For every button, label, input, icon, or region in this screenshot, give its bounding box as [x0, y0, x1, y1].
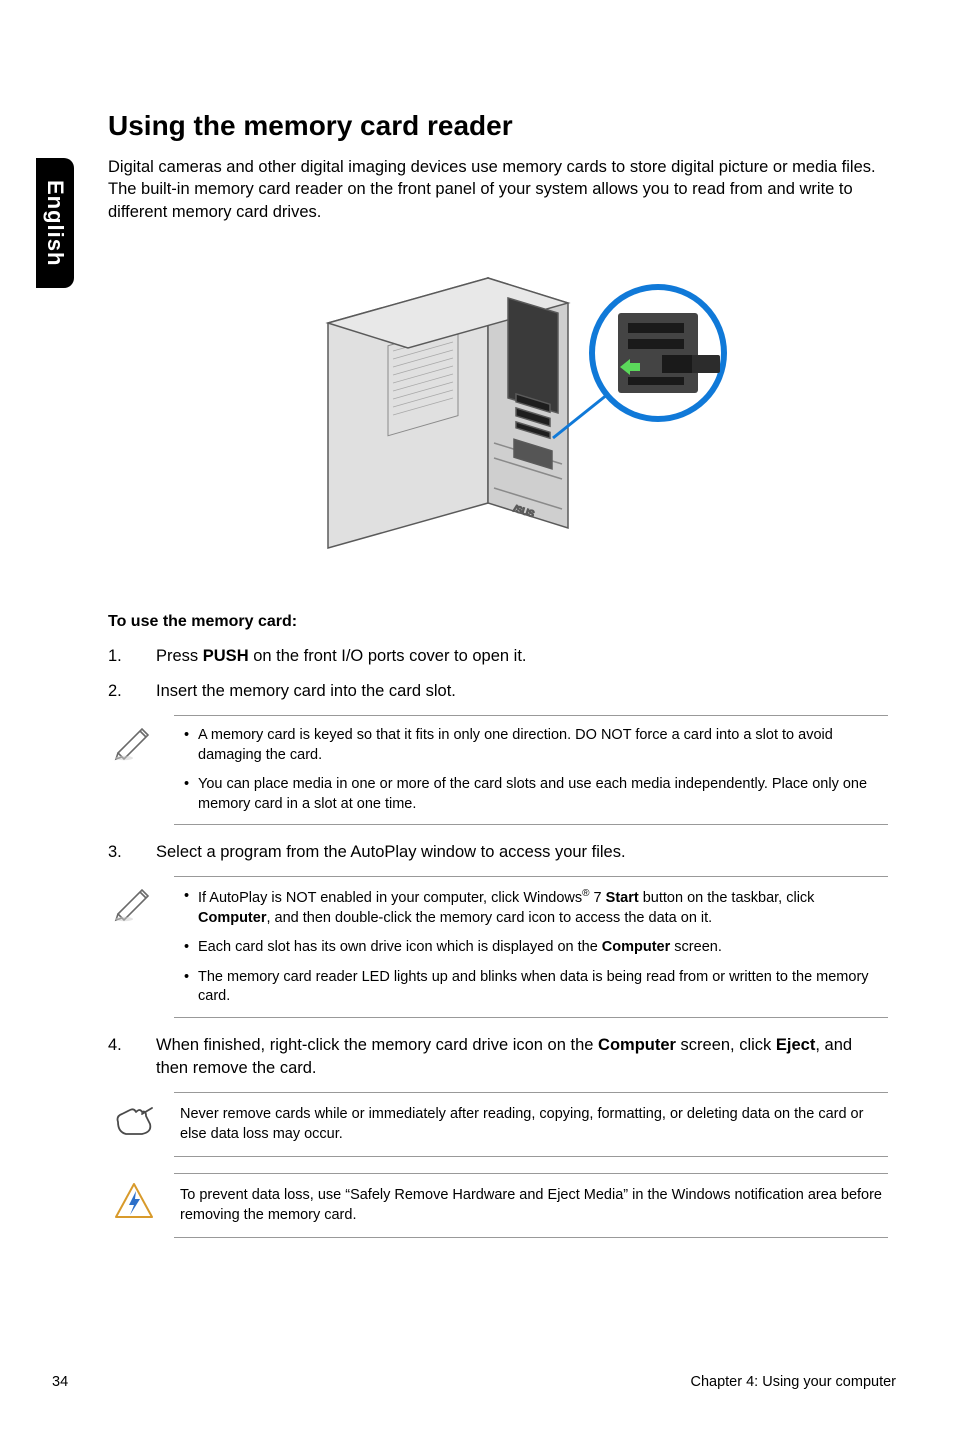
language-tab: English: [36, 158, 74, 288]
note-box: To prevent data loss, use “Safely Remove…: [174, 1173, 888, 1238]
step-text: When finished, right-click the memory ca…: [156, 1034, 888, 1080]
step-number: 4.: [108, 1034, 156, 1080]
note-text: Never remove cards while or immediately …: [180, 1106, 863, 1142]
product-figure: /SUS: [108, 243, 888, 563]
hand-icon: [108, 1092, 174, 1145]
step-list: 4. When finished, right-click the memory…: [108, 1034, 888, 1080]
page-heading: Using the memory card reader: [108, 110, 888, 142]
step-1: 1. Press PUSH on the front I/O ports cov…: [108, 645, 888, 668]
bolt-icon: [108, 1173, 174, 1228]
subheading: To use the memory card:: [108, 613, 888, 631]
note-item: A memory card is keyed so that it fits i…: [180, 726, 882, 765]
note-block-2: If AutoPlay is NOT enabled in your compu…: [108, 876, 888, 1018]
note-box: A memory card is keyed so that it fits i…: [174, 715, 888, 825]
main-content: Using the memory card reader Digital cam…: [108, 110, 888, 1254]
note-item: Each card slot has its own drive icon wh…: [180, 938, 882, 958]
step-list: 3. Select a program from the AutoPlay wi…: [108, 841, 888, 864]
step-text: Select a program from the AutoPlay windo…: [156, 841, 888, 864]
step-text: Insert the memory card into the card slo…: [156, 680, 888, 703]
note-block-4: To prevent data loss, use “Safely Remove…: [108, 1173, 888, 1238]
note-block-1: A memory card is keyed so that it fits i…: [108, 715, 888, 825]
page-number: 34: [52, 1374, 68, 1390]
step-text: Press PUSH on the front I/O ports cover …: [156, 645, 888, 668]
pencil-icon: [108, 876, 174, 929]
tower-illustration: /SUS: [258, 243, 738, 563]
step-2: 2. Insert the memory card into the card …: [108, 680, 888, 703]
step-list: 1. Press PUSH on the front I/O ports cov…: [108, 645, 888, 703]
note-box: Never remove cards while or immediately …: [174, 1092, 888, 1157]
step-number: 1.: [108, 645, 156, 668]
step-3: 3. Select a program from the AutoPlay wi…: [108, 841, 888, 864]
step-number: 2.: [108, 680, 156, 703]
note-item: If AutoPlay is NOT enabled in your compu…: [180, 887, 882, 928]
pencil-icon: [108, 715, 174, 768]
note-block-3: Never remove cards while or immediately …: [108, 1092, 888, 1157]
page-footer: 34 Chapter 4: Using your computer: [52, 1374, 896, 1390]
step-4: 4. When finished, right-click the memory…: [108, 1034, 888, 1080]
intro-paragraph: Digital cameras and other digital imagin…: [108, 156, 888, 223]
step-number: 3.: [108, 841, 156, 864]
note-item: You can place media in one or more of th…: [180, 775, 882, 814]
note-box: If AutoPlay is NOT enabled in your compu…: [174, 876, 888, 1018]
note-text: To prevent data loss, use “Safely Remove…: [180, 1187, 882, 1223]
chapter-label: Chapter 4: Using your computer: [690, 1374, 896, 1390]
note-item: The memory card reader LED lights up and…: [180, 968, 882, 1007]
language-tab-label: English: [42, 180, 68, 266]
